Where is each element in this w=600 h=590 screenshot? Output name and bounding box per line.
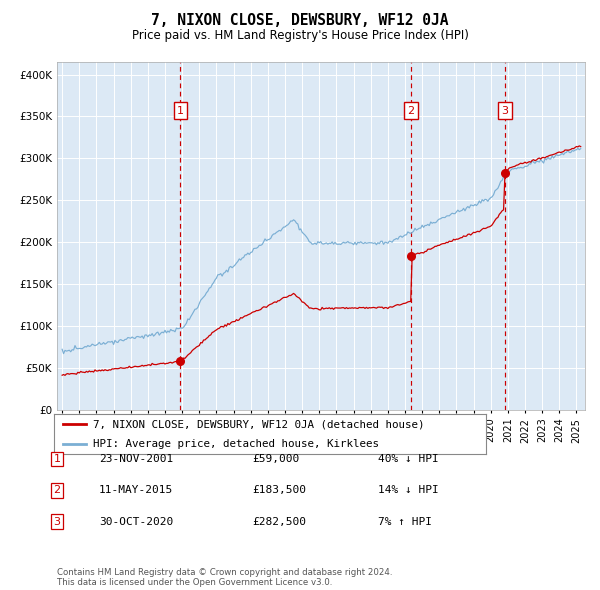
Text: 11-MAY-2015: 11-MAY-2015 xyxy=(99,486,173,495)
Text: £282,500: £282,500 xyxy=(252,517,306,526)
Text: 14% ↓ HPI: 14% ↓ HPI xyxy=(378,486,439,495)
Text: 1: 1 xyxy=(53,454,61,464)
Text: 40% ↓ HPI: 40% ↓ HPI xyxy=(378,454,439,464)
Text: 30-OCT-2020: 30-OCT-2020 xyxy=(99,517,173,526)
Text: 3: 3 xyxy=(502,106,508,116)
Text: Price paid vs. HM Land Registry's House Price Index (HPI): Price paid vs. HM Land Registry's House … xyxy=(131,29,469,42)
Text: 2: 2 xyxy=(407,106,415,116)
Text: Contains HM Land Registry data © Crown copyright and database right 2024.
This d: Contains HM Land Registry data © Crown c… xyxy=(57,568,392,587)
Text: HPI: Average price, detached house, Kirklees: HPI: Average price, detached house, Kirk… xyxy=(93,440,379,449)
Text: 2: 2 xyxy=(53,486,61,495)
Text: 7, NIXON CLOSE, DEWSBURY, WF12 0JA (detached house): 7, NIXON CLOSE, DEWSBURY, WF12 0JA (deta… xyxy=(93,419,424,429)
Text: 3: 3 xyxy=(53,517,61,526)
Text: 1: 1 xyxy=(177,106,184,116)
Text: £59,000: £59,000 xyxy=(252,454,299,464)
Text: 7, NIXON CLOSE, DEWSBURY, WF12 0JA: 7, NIXON CLOSE, DEWSBURY, WF12 0JA xyxy=(151,12,449,28)
Text: £183,500: £183,500 xyxy=(252,486,306,495)
Text: 23-NOV-2001: 23-NOV-2001 xyxy=(99,454,173,464)
Text: 7% ↑ HPI: 7% ↑ HPI xyxy=(378,517,432,526)
